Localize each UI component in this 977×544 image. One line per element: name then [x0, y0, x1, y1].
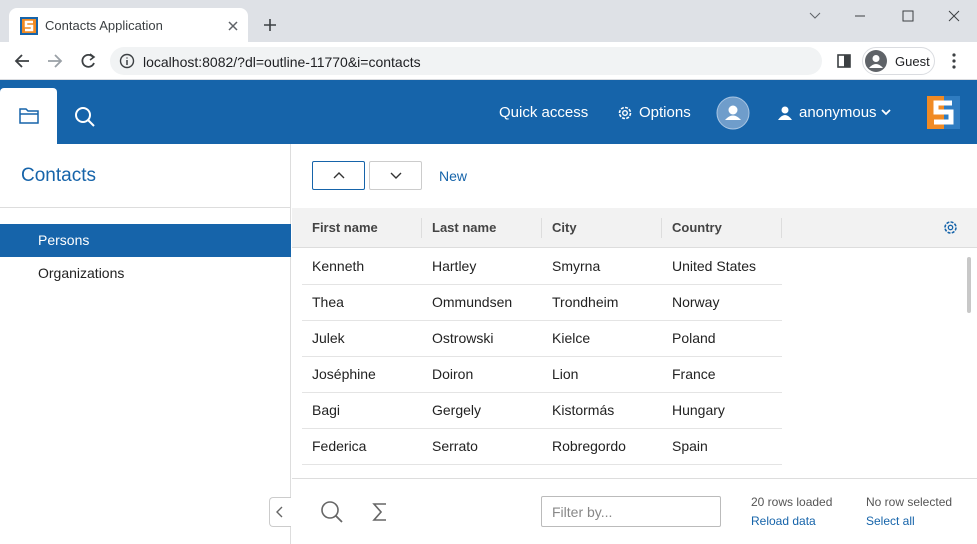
side-panel[interactable] — [836, 53, 852, 69]
table-settings[interactable] — [943, 220, 958, 235]
profile-button[interactable] — [862, 47, 935, 75]
table-cell[interactable]: Kielce — [552, 330, 591, 346]
down-icon — [390, 172, 402, 179]
options-icon — [618, 106, 632, 120]
row-divider — [302, 464, 782, 465]
new-button[interactable]: New — [439, 168, 468, 184]
rows-loaded: 20 rows loaded — [751, 495, 833, 509]
folder-icon — [19, 108, 39, 124]
profile-icon — [865, 50, 887, 72]
outline-tab[interactable] — [0, 88, 57, 144]
table-cell[interactable]: Spain — [672, 438, 708, 454]
reload-link[interactable]: Reload data — [751, 514, 816, 528]
table-footer — [292, 478, 977, 544]
column-header[interactable]: First name — [312, 220, 378, 235]
table-cell[interactable]: Poland — [672, 330, 716, 346]
table-cell[interactable]: Bagi — [312, 402, 341, 418]
table-cell[interactable]: Serrato — [432, 438, 478, 454]
new-tab[interactable] — [262, 17, 278, 33]
browser-tab[interactable] — [9, 8, 248, 42]
collapse-icon — [276, 506, 283, 518]
omnibox[interactable] — [110, 47, 822, 75]
table-header — [292, 208, 977, 248]
navigation-item[interactable]: Persons — [0, 224, 291, 257]
row-divider — [302, 428, 782, 429]
table-cell[interactable]: Gergely — [432, 402, 482, 418]
tab-title: Contacts Application — [45, 18, 163, 33]
footer-search[interactable] — [320, 500, 344, 524]
table-cell[interactable]: Julek — [312, 330, 345, 346]
move-up-button[interactable] — [312, 161, 365, 190]
user-dropdown[interactable] — [880, 107, 892, 117]
table-cell[interactable]: Trondheim — [552, 294, 619, 310]
table-cell[interactable]: United States — [672, 258, 757, 274]
table-cell[interactable]: Thea — [312, 294, 344, 310]
app-header — [0, 80, 977, 144]
table-cell[interactable]: Doiron — [432, 366, 474, 382]
table-cell[interactable]: France — [672, 366, 716, 382]
column-header[interactable]: Country — [672, 220, 722, 235]
table-cell[interactable]: Federica — [312, 438, 367, 454]
table-cell[interactable]: Robregordo — [552, 438, 626, 454]
navigation-panel — [0, 144, 291, 544]
scrollbar[interactable] — [967, 257, 971, 313]
table-cell[interactable]: Norway — [672, 294, 720, 310]
table-cell[interactable]: Kenneth — [312, 258, 365, 274]
separator — [0, 207, 291, 208]
nav-buttons[interactable] — [12, 51, 102, 71]
favicon — [20, 17, 38, 35]
filter-input[interactable]: Filter by... — [541, 496, 721, 527]
table-cell[interactable]: Hartley — [432, 258, 477, 274]
tab-close[interactable] — [226, 19, 240, 33]
row-divider — [302, 284, 782, 285]
user-icon — [778, 106, 792, 120]
options[interactable]: Options — [639, 104, 691, 121]
url[interactable]: localhost:8082/?dl=outline-11770&i=conta… — [143, 54, 421, 70]
quick-access[interactable]: Quick access — [499, 104, 589, 121]
profile-name: Guest — [895, 54, 930, 69]
column-separator — [661, 218, 662, 238]
avatar[interactable] — [716, 96, 750, 130]
navigation-title: Contacts — [21, 165, 96, 186]
column-header[interactable]: City — [552, 220, 577, 235]
site-info[interactable] — [119, 53, 135, 69]
user-name[interactable]: anonymous — [799, 104, 877, 121]
navigation-item[interactable]: Organizations — [38, 265, 125, 281]
app-logo — [927, 96, 960, 129]
table-cell[interactable]: Hungary — [672, 402, 725, 418]
table-cell[interactable]: Smyrna — [552, 258, 601, 274]
table-cell[interactable]: Ostrowski — [432, 330, 494, 346]
menu[interactable] — [950, 52, 958, 70]
row-divider — [302, 356, 782, 357]
window-controls — [809, 10, 960, 22]
up-icon — [333, 172, 345, 179]
table-cell[interactable]: Kistormás — [552, 402, 615, 418]
move-down-button[interactable] — [369, 161, 422, 190]
select-all-link[interactable]: Select all — [866, 514, 915, 528]
aggregate-icon[interactable] — [371, 501, 389, 523]
row-divider — [302, 392, 782, 393]
search-icon[interactable] — [74, 106, 96, 128]
table-cell[interactable]: Lion — [552, 366, 579, 382]
column-separator — [781, 218, 782, 238]
table-cell[interactable]: Joséphine — [312, 366, 376, 382]
row-divider — [302, 320, 782, 321]
collapse-button[interactable] — [269, 497, 291, 527]
column-separator — [541, 218, 542, 238]
column-separator — [421, 218, 422, 238]
column-header[interactable]: Last name — [432, 220, 497, 235]
selection-status: No row selected — [866, 495, 953, 509]
table-cell[interactable]: Ommundsen — [432, 294, 513, 310]
